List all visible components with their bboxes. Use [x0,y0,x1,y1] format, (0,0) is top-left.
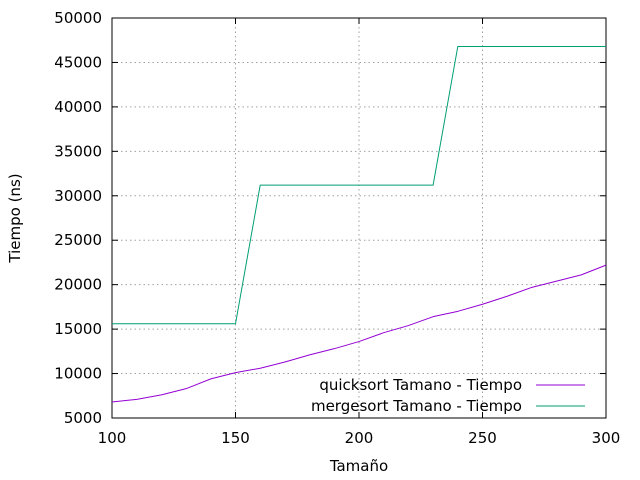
y-tick-label: 25000 [54,231,102,249]
series-line-mergesort [112,45,606,325]
legend: quicksort Tamano - Tiempo mergesort Taman… [311,376,585,415]
legend-label-quicksort: quicksort Tamano - Tiempo [319,376,522,394]
y-tick-label: 5000 [64,409,102,427]
grid-lines [112,18,606,418]
x-tick-label: 300 [592,429,621,447]
series-line-quicksort [111,264,607,403]
axis-ticks [111,17,607,419]
y-axis-title: Tiempo (ns) [6,173,24,263]
y-tick-label: 15000 [54,320,102,338]
tick-labels: 100 150 200 250 300 5000 10000 15000 20000 25000 3… [54,9,620,447]
series-lines [111,45,607,403]
y-tick-label: 20000 [54,276,102,294]
y-tick-label: 50000 [54,9,102,27]
legend-label-mergesort: mergesort Tamano - Tiempo [311,397,522,415]
x-axis-title: Tamaño [329,457,388,475]
y-tick-label: 35000 [54,142,102,160]
x-tick-label: 150 [221,429,250,447]
y-tick-label: 10000 [54,365,102,383]
y-tick-label: 45000 [54,53,102,71]
x-tick-label: 200 [345,429,374,447]
y-tick-label: 30000 [54,187,102,205]
x-tick-label: 100 [98,429,127,447]
x-tick-label: 250 [468,429,497,447]
y-tick-label: 40000 [54,98,102,116]
